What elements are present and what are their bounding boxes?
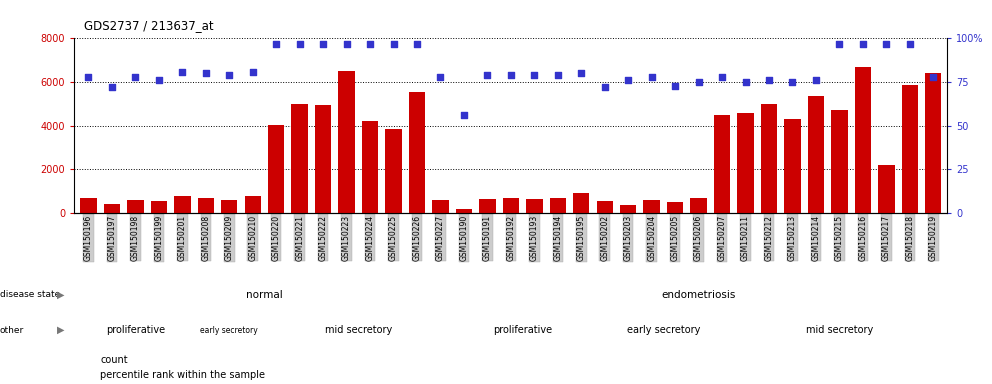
Bar <box>314 105 331 213</box>
Bar <box>667 202 683 213</box>
Point <box>175 68 190 74</box>
Bar <box>855 67 871 213</box>
Point <box>761 77 777 83</box>
Bar <box>526 199 543 213</box>
Point <box>456 112 472 118</box>
Bar <box>761 104 777 213</box>
Bar <box>292 104 308 213</box>
Point <box>104 84 120 90</box>
Bar <box>175 195 190 213</box>
Bar <box>455 209 472 213</box>
Point <box>573 70 589 76</box>
Point <box>409 41 425 47</box>
Point <box>268 41 284 47</box>
Bar <box>714 115 730 213</box>
Bar <box>878 165 895 213</box>
Text: early secretory: early secretory <box>200 326 258 335</box>
Point <box>902 41 918 47</box>
Point <box>785 79 801 85</box>
Point <box>197 70 213 76</box>
Text: ▶: ▶ <box>57 290 64 300</box>
Point <box>386 41 402 47</box>
Bar <box>221 200 237 213</box>
Point <box>550 72 565 78</box>
Bar <box>385 129 402 213</box>
Bar <box>127 200 144 213</box>
Bar <box>338 71 355 213</box>
Text: mid secretory: mid secretory <box>806 325 873 335</box>
Bar <box>362 121 378 213</box>
Point <box>151 77 167 83</box>
Point <box>315 41 331 47</box>
Bar <box>902 85 918 213</box>
Point <box>433 74 448 80</box>
Point <box>503 72 519 78</box>
Bar <box>268 125 285 213</box>
Point <box>644 74 660 80</box>
Point <box>221 72 237 78</box>
Point <box>690 79 706 85</box>
Point <box>245 68 261 74</box>
Bar <box>245 195 261 213</box>
Bar <box>503 198 519 213</box>
Text: early secretory: early secretory <box>627 325 700 335</box>
Point <box>926 74 941 80</box>
Bar <box>737 113 754 213</box>
Bar <box>807 96 824 213</box>
Bar <box>596 201 613 213</box>
Bar <box>926 73 941 213</box>
Point <box>878 41 894 47</box>
Text: normal: normal <box>246 290 283 300</box>
Bar <box>80 198 96 213</box>
Bar <box>409 92 426 213</box>
Bar <box>151 201 167 213</box>
Bar <box>785 119 801 213</box>
Text: endometriosis: endometriosis <box>662 290 736 300</box>
Bar <box>644 200 660 213</box>
Point <box>808 77 824 83</box>
Point <box>738 79 754 85</box>
Point <box>714 74 730 80</box>
Bar <box>550 198 566 213</box>
Text: proliferative: proliferative <box>493 325 553 335</box>
Point <box>362 41 378 47</box>
Point <box>80 74 96 80</box>
Point <box>527 72 543 78</box>
Bar <box>831 111 847 213</box>
Point <box>479 72 495 78</box>
Point <box>831 41 847 47</box>
Text: ▶: ▶ <box>57 325 64 335</box>
Bar <box>690 198 707 213</box>
Text: proliferative: proliferative <box>106 325 165 335</box>
Text: percentile rank within the sample: percentile rank within the sample <box>100 370 265 380</box>
Point <box>597 84 613 90</box>
Bar <box>479 199 496 213</box>
Bar <box>620 205 637 213</box>
Point <box>620 77 636 83</box>
Point <box>128 74 144 80</box>
Bar <box>197 198 214 213</box>
Point <box>292 41 308 47</box>
Text: mid secretory: mid secretory <box>324 325 392 335</box>
Point <box>338 41 354 47</box>
Bar <box>104 204 120 213</box>
Text: disease state: disease state <box>0 290 61 299</box>
Text: count: count <box>100 355 128 365</box>
Text: other: other <box>0 326 24 335</box>
Bar <box>573 194 589 213</box>
Point <box>855 41 871 47</box>
Bar <box>433 200 448 213</box>
Point <box>668 83 683 89</box>
Text: GDS2737 / 213637_at: GDS2737 / 213637_at <box>84 19 214 32</box>
